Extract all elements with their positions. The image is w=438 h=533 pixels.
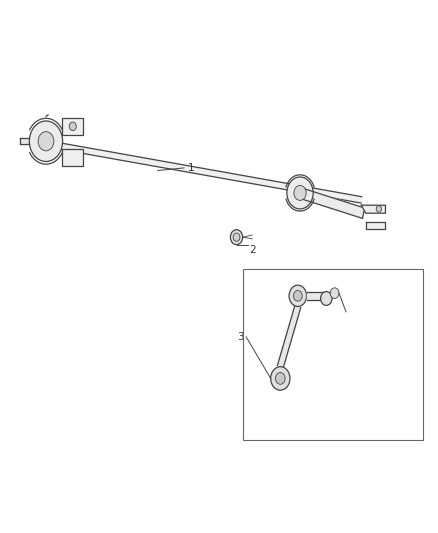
Circle shape xyxy=(276,373,285,384)
Text: 4: 4 xyxy=(348,307,354,317)
Polygon shape xyxy=(20,138,29,144)
Circle shape xyxy=(376,206,381,212)
Circle shape xyxy=(293,290,302,301)
Bar xyxy=(62,118,83,135)
Circle shape xyxy=(38,132,54,151)
Bar xyxy=(62,149,83,166)
Circle shape xyxy=(289,285,307,306)
Polygon shape xyxy=(277,305,301,368)
Bar xyxy=(243,269,423,440)
Circle shape xyxy=(287,177,313,209)
Circle shape xyxy=(294,185,306,200)
Text: 2: 2 xyxy=(250,245,256,255)
Text: 3: 3 xyxy=(237,332,244,342)
Circle shape xyxy=(230,230,243,245)
Polygon shape xyxy=(307,292,324,300)
Circle shape xyxy=(233,233,240,241)
Circle shape xyxy=(69,122,76,131)
Text: 1: 1 xyxy=(187,163,194,173)
Polygon shape xyxy=(32,138,362,203)
Circle shape xyxy=(321,292,332,305)
Polygon shape xyxy=(361,205,385,213)
Polygon shape xyxy=(366,222,385,229)
Polygon shape xyxy=(299,188,365,219)
Circle shape xyxy=(29,121,63,161)
Circle shape xyxy=(330,288,339,298)
Circle shape xyxy=(271,367,290,390)
